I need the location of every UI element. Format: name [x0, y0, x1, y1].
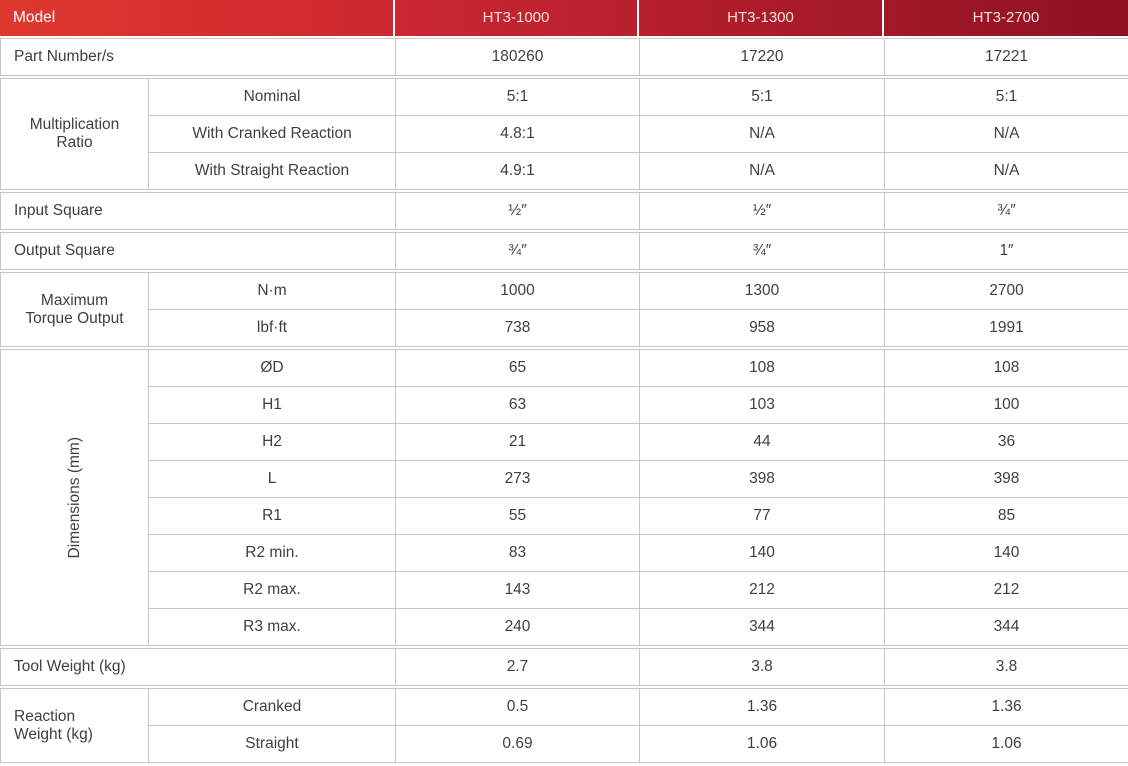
cell-value: 5:1: [396, 79, 640, 116]
cell-value: 100: [885, 387, 1128, 424]
column-header-ht3-1000: HT3-1000: [395, 0, 639, 36]
row-tool-weight: Tool Weight (kg) 2.7 3.8 3.8: [0, 648, 1128, 686]
rotated-dimensions-label: Dimensions (mm): [65, 436, 83, 559]
sub-label: R3 max.: [149, 609, 396, 646]
cell-value: 108: [640, 350, 885, 387]
table-header-row: Model HT3-1000 HT3-1300 HT3-2700: [0, 0, 1128, 36]
cell-value: 83: [396, 535, 640, 572]
cell-value: 273: [396, 461, 640, 498]
cell-value: ¾″: [640, 233, 885, 270]
cell-value: N/A: [640, 116, 885, 153]
cell-value: 1300: [640, 273, 885, 310]
sub-label: Straight: [149, 726, 396, 763]
row-input-square: Input Square ½″ ½″ ¾″: [0, 192, 1128, 230]
cell-value: 1.36: [640, 689, 885, 726]
sub-label: Nominal: [149, 79, 396, 116]
sub-label: Cranked: [149, 689, 396, 726]
cell-value: N/A: [885, 116, 1128, 153]
cell-value: 140: [885, 535, 1128, 572]
sub-label: H1: [149, 387, 396, 424]
cell-value: 17221: [885, 39, 1128, 76]
group-multiplication-ratio: Multiplication Ratio Nominal 5:1 5:1 5:1…: [0, 78, 1128, 190]
group-max-torque: Maximum Torque Output N·m 1000 1300 2700…: [0, 272, 1128, 347]
cell-value: 21: [396, 424, 640, 461]
cell-value: 3.8: [885, 649, 1128, 686]
column-header-ht3-1300: HT3-1300: [639, 0, 884, 36]
model-header-cell: Model: [0, 0, 395, 36]
column-header-ht3-2700: HT3-2700: [972, 9, 1040, 27]
row-label-part-number: Part Number/s: [1, 39, 396, 76]
sub-label: N·m: [149, 273, 396, 310]
cell-value: 1.06: [640, 726, 885, 763]
cell-value: 4.8:1: [396, 116, 640, 153]
group-label-reaction-weight: Reaction Weight (kg): [1, 689, 149, 763]
cell-value: 44: [640, 424, 885, 461]
cell-value: 140: [640, 535, 885, 572]
cell-value: 55: [396, 498, 640, 535]
cell-value: N/A: [640, 153, 885, 190]
sub-label: With Straight Reaction: [149, 153, 396, 190]
cell-value: 398: [640, 461, 885, 498]
sub-label: L: [149, 461, 396, 498]
cell-value: 344: [640, 609, 885, 646]
sub-label: R1: [149, 498, 396, 535]
cell-value: 0.69: [396, 726, 640, 763]
cell-value: 4.9:1: [396, 153, 640, 190]
cell-value: 958: [640, 310, 885, 347]
group-label-multiplication-ratio: Multiplication Ratio: [1, 79, 149, 190]
group-reaction-weight: Reaction Weight (kg) Cranked 0.5 1.36 1.…: [0, 688, 1128, 763]
row-part-number: Part Number/s 180260 17220 17221: [0, 38, 1128, 76]
cell-value: 5:1: [640, 79, 885, 116]
cell-value: ¾″: [885, 193, 1128, 230]
sub-label: lbf·ft: [149, 310, 396, 347]
cell-value: N/A: [885, 153, 1128, 190]
cell-value: 240: [396, 609, 640, 646]
sub-label: ØD: [149, 350, 396, 387]
cell-value: 3.8: [640, 649, 885, 686]
cell-value: 212: [885, 572, 1128, 609]
group-dimensions: Dimensions (mm) ØD 65 108 108 H1 63 103 …: [0, 349, 1128, 646]
row-output-square: Output Square ¾″ ¾″ 1″: [0, 232, 1128, 270]
cell-value: ½″: [396, 193, 640, 230]
cell-value: 1991: [885, 310, 1128, 347]
cell-value: ½″: [640, 193, 885, 230]
cell-value: 1.06: [885, 726, 1128, 763]
cell-value: 212: [640, 572, 885, 609]
sub-label: With Cranked Reaction: [149, 116, 396, 153]
cell-value: 77: [640, 498, 885, 535]
cell-value: 180260: [396, 39, 640, 76]
cell-value: ¾″: [396, 233, 640, 270]
sub-label: R2 min.: [149, 535, 396, 572]
cell-value: 2700: [885, 273, 1128, 310]
cell-value: 63: [396, 387, 640, 424]
cell-value: 17220: [640, 39, 885, 76]
cell-value: 36: [885, 424, 1128, 461]
cell-value: 143: [396, 572, 640, 609]
cell-value: 5:1: [885, 79, 1128, 116]
cell-value: 65: [396, 350, 640, 387]
sub-label: H2: [149, 424, 396, 461]
cell-value: 2.7: [396, 649, 640, 686]
cell-value: 0.5: [396, 689, 640, 726]
cell-value: 1.36: [885, 689, 1128, 726]
group-label-dimensions: Dimensions (mm): [1, 350, 149, 646]
cell-value: 344: [885, 609, 1128, 646]
cell-value: 1″: [885, 233, 1128, 270]
row-label-input-square: Input Square: [1, 193, 396, 230]
cell-value: 1000: [396, 273, 640, 310]
cell-value: 108: [885, 350, 1128, 387]
cell-value: 738: [396, 310, 640, 347]
cell-value: 103: [640, 387, 885, 424]
row-label-output-square: Output Square: [1, 233, 396, 270]
group-label-max-torque: Maximum Torque Output: [1, 273, 149, 347]
row-label-tool-weight: Tool Weight (kg): [1, 649, 396, 686]
cell-value: 398: [885, 461, 1128, 498]
sub-label: R2 max.: [149, 572, 396, 609]
cell-value: 85: [885, 498, 1128, 535]
